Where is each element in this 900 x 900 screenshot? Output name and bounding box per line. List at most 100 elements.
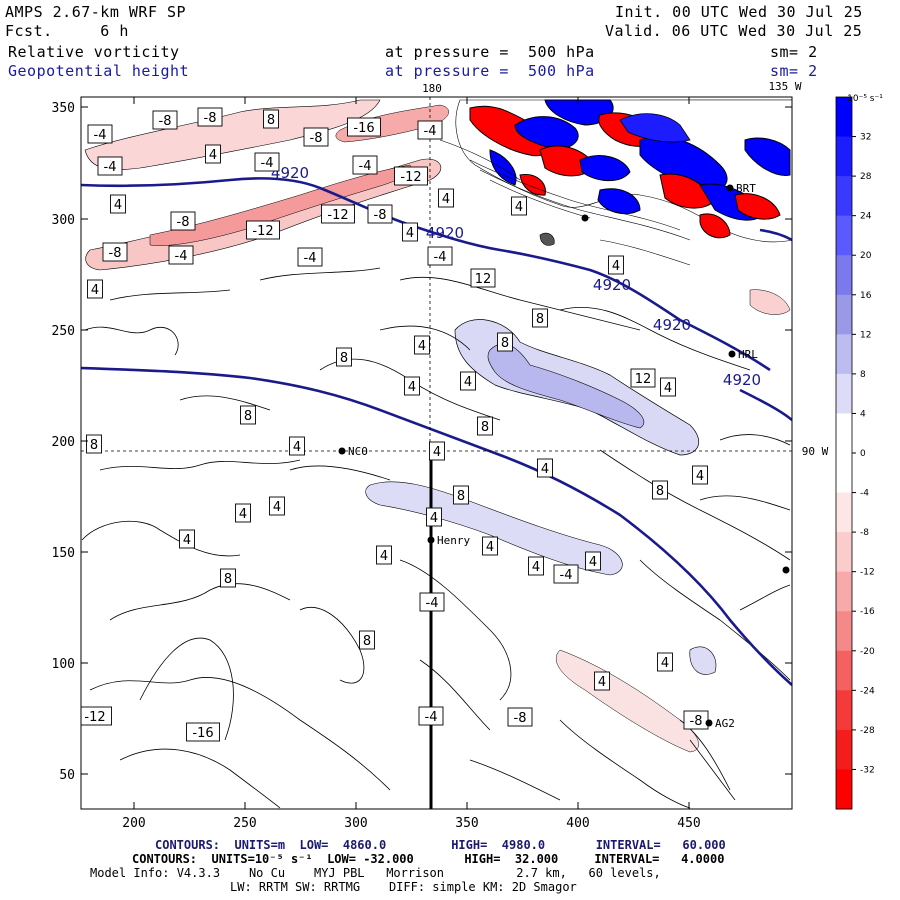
vorticity-label-text: 12 (635, 372, 652, 387)
colorbar-tick-label: -28 (860, 726, 875, 736)
colorbar-segment (836, 690, 852, 731)
height-contour-label: 4920 (723, 371, 761, 389)
vorticity-label-text: 8 (363, 634, 371, 649)
station-brt: BRT (726, 182, 756, 195)
vorticity-label-box: 4 (657, 652, 673, 672)
x-tick-label: 200 (122, 816, 145, 831)
vorticity-label-text: -8 (690, 714, 703, 729)
model-title: AMPS 2.67-km WRF SP (5, 3, 187, 21)
vorticity-label-box: 4 (511, 196, 527, 216)
vorticity-label-text: -16 (192, 726, 213, 741)
vorticity-label-text: 4 (380, 549, 388, 564)
vorticity-label-box: 4 (429, 441, 445, 461)
colorbar-segment (836, 413, 852, 454)
footer-physics-info: LW: RRTM SW: RRTMG DIFF: simple KM: 2D S… (230, 880, 577, 894)
vorticity-label-box: -4 (97, 156, 123, 176)
vorticity-label-box: 8 (220, 568, 236, 588)
vorticity-label-text: 4 (408, 380, 416, 395)
vorticity-label-text: 4 (433, 445, 441, 460)
colorbar-tick-label: -32 (860, 765, 875, 775)
geopotential-height-contours (81, 177, 792, 686)
vorticity-label-box: 12 (630, 368, 656, 388)
station-marker (726, 184, 734, 192)
vorticity-label-text: 4 (273, 500, 281, 515)
vorticity-label-box: 4 (608, 255, 624, 275)
vorticity-label-text: -4 (94, 128, 107, 143)
vorticity-label-box: -4 (419, 592, 445, 612)
vorticity-label-text: -4 (104, 160, 117, 175)
vorticity-label-text: 8 (481, 420, 489, 435)
vorticity-label-text: 4 (442, 192, 450, 207)
footer-height-contours: CONTOURS: UNITS=m LOW= 4860.0 HIGH= 4980… (155, 838, 726, 852)
y-tick-label: 100 (52, 657, 75, 672)
vorticity-label-text: -8 (514, 711, 527, 726)
station-label: AG2 (715, 717, 735, 730)
vorticity-label-box: 8 (652, 480, 668, 500)
y-tick-label: 150 (52, 546, 75, 561)
vorticity-label-box: 8 (477, 416, 493, 436)
vorticity-label-text: -12 (327, 208, 348, 223)
vorticity-label-text: 4 (598, 675, 606, 690)
vorticity-label-text: 4 (541, 462, 549, 477)
vorticity-label-box: 4 (179, 529, 195, 549)
vorticity-label-text: -4 (261, 156, 274, 171)
intense-vorticity-region (455, 99, 792, 246)
vorticity-label-box: -8 (303, 127, 329, 147)
plot-frame (80, 96, 793, 810)
station-ag2: AG2 (705, 717, 735, 730)
vorticity-label-box: 8 (453, 485, 469, 505)
vorticity-label-text: 4 (696, 469, 704, 484)
colorbar-tick-label: 20 (860, 251, 872, 261)
vorticity-label-box: 4 (660, 377, 676, 397)
height-contour-label: 4920 (426, 224, 464, 242)
colorbar-tick-label: 32 (860, 133, 871, 143)
init-time: Init. 00 UTC Wed 30 Jul 25 (615, 3, 863, 21)
station-marker (705, 719, 713, 727)
vorticity-label-text: 4 (418, 339, 426, 354)
colorbar-tick-label: 4 (860, 409, 866, 419)
height-contour-label: 4920 (653, 316, 691, 334)
vorticity-label-text: -4 (359, 159, 372, 174)
colorbar-tick-label: 0 (860, 449, 866, 459)
colorbar-segment (836, 650, 852, 691)
vorticity-label-box: -4 (352, 155, 378, 175)
vorticity-label-box: -8 (197, 107, 223, 127)
negative-vorticity-se (555, 649, 699, 753)
vorticity-label-text: -8 (310, 131, 323, 146)
vorticity-label-box: 8 (336, 347, 352, 367)
station-henry: Henry (427, 534, 470, 547)
vorticity-label-box: 4 (692, 465, 708, 485)
vorticity-label-text: -4 (424, 124, 437, 139)
x-tick-label: 450 (677, 816, 700, 831)
colorbar-unit-label: 10⁻⁵ s⁻¹ (847, 94, 883, 104)
colorbar-tick-label: -20 (860, 647, 875, 657)
y-tick-label: 300 (52, 213, 75, 228)
lon-135w-label: 135 W (768, 80, 801, 93)
vorticity-label-text: -16 (353, 121, 374, 136)
station-marker (782, 566, 790, 574)
vorticity-label-text: -4 (560, 568, 573, 583)
vorticity-label-box: 4 (289, 436, 305, 456)
colorbar-segment (836, 492, 852, 533)
colorbar: 32 28 24 20 16 12 8 4 0 -4 -8 -12 -16 -20 -24 -28 -32 (835, 96, 875, 810)
station-label: BRT (736, 182, 756, 195)
vorticity-label-text: 4 (239, 507, 247, 522)
vorticity-label-box: 4 (528, 556, 544, 576)
vorticity-label-text: 12 (475, 272, 492, 287)
colorbar-segment (836, 97, 852, 138)
colorbar-segment (836, 334, 852, 375)
vorticity-label-text: 4 (515, 200, 523, 215)
vorticity-label-text: 8 (267, 113, 275, 128)
vorticity-label-box: -8 (683, 710, 709, 730)
vorticity-label-box: -8 (102, 242, 128, 262)
vorticity-label-box: -8 (152, 110, 178, 130)
colorbar-segment (836, 729, 852, 770)
vorticity-label-text: 4 (209, 148, 217, 163)
vorticity-label-text: -8 (204, 111, 217, 126)
field1-smoothing: sm= 2 (770, 43, 818, 61)
vorticity-label-text: 4 (293, 440, 301, 455)
vorticity-labels: -4-8 -8 8-8-16 -4-44-4 -4-12-12 -8-8-12-8 -444… (81, 107, 709, 742)
x-axis: 200 250 300 350 400 450 (122, 97, 701, 831)
vorticity-label-box: 4 (438, 188, 454, 208)
vorticity-label-text: 8 (340, 351, 348, 366)
